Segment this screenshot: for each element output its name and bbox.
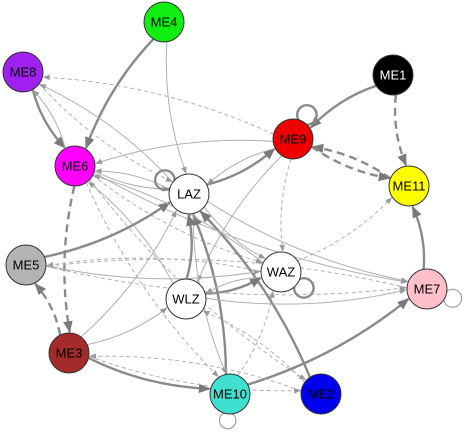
edge-me4-to-me6 bbox=[84, 38, 155, 150]
edge-laz-to-me7 bbox=[207, 200, 409, 283]
node-me11[interactable]: ME11 bbox=[388, 165, 430, 207]
edge-me7-to-me11 bbox=[411, 205, 426, 270]
node-label: ME7 bbox=[414, 282, 441, 297]
edge-layer bbox=[31, 38, 426, 394]
edge-me3-to-wlz bbox=[87, 307, 168, 346]
node-label: ME10 bbox=[213, 387, 247, 402]
node-label: ME9 bbox=[280, 132, 307, 147]
self-loop-me10 bbox=[218, 411, 237, 430]
node-circle bbox=[54, 145, 96, 187]
edge-me4-to-laz bbox=[165, 41, 187, 174]
edge-me2-to-wlz bbox=[202, 310, 305, 383]
edge-me9-to-me6 bbox=[95, 139, 274, 165]
node-circle bbox=[143, 1, 185, 43]
node-label: LAZ bbox=[177, 187, 201, 202]
node-me4[interactable]: ME4 bbox=[143, 1, 185, 43]
node-waz[interactable]: WAZ bbox=[260, 251, 302, 293]
node-label: ME4 bbox=[151, 15, 178, 30]
node-circle bbox=[168, 173, 210, 215]
node-circle bbox=[2, 51, 44, 93]
node-me10[interactable]: ME10 bbox=[209, 373, 251, 415]
edge-laz-to-me6 bbox=[94, 168, 170, 190]
edge-me1-to-me11 bbox=[393, 94, 408, 167]
edge-waz-to-wlz bbox=[205, 277, 262, 294]
edge-laz-to-me8 bbox=[39, 83, 174, 183]
node-circle bbox=[260, 251, 302, 293]
node-label: ME1 bbox=[380, 68, 407, 83]
edge-me6-to-me10 bbox=[85, 182, 219, 378]
node-circle bbox=[388, 165, 430, 207]
edge-laz-to-me9 bbox=[206, 147, 276, 186]
node-label: ME6 bbox=[62, 159, 89, 174]
edge-me1-to-me9 bbox=[309, 84, 377, 129]
edge-me5-to-waz bbox=[45, 265, 261, 280]
edge-me6-to-me7 bbox=[93, 172, 408, 284]
edge-me8-to-me6 bbox=[31, 89, 66, 149]
edge-waz-to-me5 bbox=[46, 257, 262, 272]
edge-me9-to-laz bbox=[207, 147, 276, 185]
node-wlz[interactable]: WLZ bbox=[165, 278, 207, 320]
edge-me3-to-me5 bbox=[34, 283, 62, 336]
edge-me3-to-me2 bbox=[88, 355, 301, 394]
node-me6[interactable]: ME6 bbox=[54, 145, 96, 187]
edge-me9-to-waz bbox=[279, 158, 292, 252]
node-circle bbox=[272, 118, 314, 160]
edge-me3-to-laz bbox=[80, 210, 177, 338]
node-label: ME2 bbox=[308, 387, 335, 402]
node-label: ME8 bbox=[10, 65, 37, 80]
edge-me2-to-me3 bbox=[89, 353, 302, 392]
edge-me5-to-laz bbox=[44, 201, 171, 259]
node-circle bbox=[48, 332, 90, 374]
node-label: ME11 bbox=[393, 179, 426, 194]
edge-wlz-to-me7 bbox=[205, 288, 407, 305]
edge-me10-to-waz bbox=[237, 290, 275, 376]
edge-me3-to-me10 bbox=[87, 356, 211, 394]
edge-wlz-to-me6 bbox=[87, 181, 174, 284]
node-layer: ME4 ME8 ME6 ME1 ME9 ME11 LAZ ME5 WAZ ME7 WLZ ME3 ME1… bbox=[2, 1, 448, 415]
node-circle bbox=[372, 54, 414, 96]
edge-me6-to-me8 bbox=[32, 89, 66, 149]
edge-wlz-to-laz bbox=[185, 213, 196, 280]
node-circle bbox=[165, 278, 207, 320]
edge-me10-to-me7 bbox=[247, 297, 410, 386]
node-label: ME3 bbox=[56, 346, 83, 361]
edge-me9-to-wlz bbox=[197, 155, 283, 283]
edge-me11-to-me9 bbox=[311, 143, 392, 180]
node-circle bbox=[209, 373, 251, 415]
node-circle bbox=[406, 268, 448, 310]
node-label: WLZ bbox=[172, 292, 200, 307]
self-loop-waz bbox=[292, 276, 315, 299]
edge-me9-to-me11 bbox=[310, 145, 391, 182]
node-me8[interactable]: ME8 bbox=[2, 51, 44, 93]
edge-me2-to-laz bbox=[199, 210, 312, 378]
node-me3[interactable]: ME3 bbox=[48, 332, 90, 374]
node-label: WAZ bbox=[267, 265, 295, 280]
edge-waz-to-me11 bbox=[297, 197, 393, 262]
node-circle bbox=[300, 373, 342, 415]
edge-me6-to-me3 bbox=[63, 185, 76, 334]
edge-laz-to-waz bbox=[203, 206, 266, 259]
node-laz[interactable]: LAZ bbox=[168, 173, 210, 215]
node-me7[interactable]: ME7 bbox=[406, 268, 448, 310]
node-label: ME5 bbox=[13, 258, 40, 273]
node-me1[interactable]: ME1 bbox=[372, 54, 414, 96]
node-me5[interactable]: ME5 bbox=[5, 244, 47, 286]
node-circle bbox=[5, 244, 47, 286]
node-me9[interactable]: ME9 bbox=[272, 118, 314, 160]
node-me2[interactable]: ME2 bbox=[300, 373, 342, 415]
edge-me9-to-me8 bbox=[42, 74, 274, 135]
